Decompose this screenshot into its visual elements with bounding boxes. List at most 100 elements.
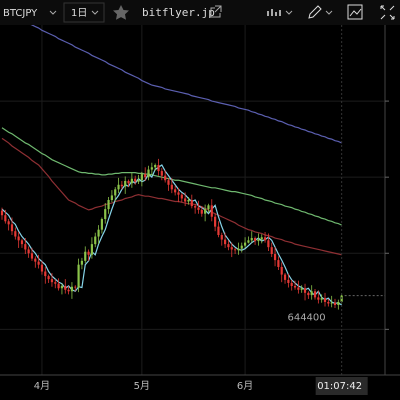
candle-body — [114, 189, 117, 196]
candle-body — [60, 285, 64, 289]
candle-body — [167, 180, 170, 185]
candle-body — [187, 200, 190, 202]
candle-body — [77, 264, 80, 288]
candle-body — [97, 229, 100, 237]
candle-body — [107, 200, 110, 210]
candle-body — [184, 198, 187, 202]
candle-body — [47, 276, 50, 280]
candle-body — [120, 184, 123, 187]
time-label: 01:07:42 — [317, 381, 362, 392]
interval[interactable]: 1日 — [71, 8, 87, 19]
symbol[interactable]: BTCJPY — [3, 8, 38, 19]
candle-body — [24, 244, 27, 250]
candle-body — [287, 279, 290, 283]
candle-body — [54, 282, 57, 284]
candle-body — [20, 240, 24, 245]
candle-body — [164, 175, 167, 181]
candle-body — [300, 288, 303, 290]
moving-average-line — [30, 25, 342, 144]
candle-body — [160, 171, 163, 176]
candle-body — [104, 209, 107, 220]
snapshot-icon-line — [349, 8, 362, 17]
candle-body — [190, 200, 193, 207]
candle-body — [224, 239, 227, 245]
candle-body — [227, 244, 230, 248]
popout-icon[interactable] — [210, 5, 222, 18]
candle-body — [40, 264, 44, 272]
candle-body — [64, 285, 67, 290]
candle-body — [277, 260, 280, 267]
source[interactable]: bitflyer.jp — [142, 6, 215, 19]
toolbar-bg — [0, 0, 400, 25]
plot-area — [0, 25, 343, 310]
candle-body — [337, 301, 340, 305]
candle-body — [80, 260, 84, 265]
candle-body — [90, 244, 94, 255]
candle-body — [67, 289, 70, 292]
candle-body — [220, 235, 223, 240]
grid — [0, 25, 385, 375]
candle-body — [317, 297, 320, 300]
candle-body — [253, 238, 257, 242]
candle-body — [333, 302, 337, 305]
candle-body — [157, 165, 160, 172]
candle-body — [280, 266, 283, 275]
candle-body — [293, 285, 297, 288]
candle-body — [200, 209, 203, 214]
candle-body — [283, 274, 287, 280]
moving-average-line — [1, 137, 342, 256]
candle-body — [17, 236, 20, 241]
candle-body — [94, 236, 97, 245]
candle-body — [10, 224, 14, 232]
candle-body — [87, 251, 90, 255]
candle-body — [310, 291, 313, 296]
candle-body — [257, 239, 260, 242]
candle-body — [144, 174, 147, 178]
indicator-icon[interactable] — [267, 9, 281, 16]
candle-body — [234, 249, 237, 251]
candle-body — [37, 261, 40, 265]
candle-body — [270, 247, 273, 255]
candle-body — [27, 249, 30, 254]
star-icon[interactable] — [113, 5, 129, 20]
last-price-label: 644400 — [287, 313, 325, 324]
candle-body — [267, 240, 270, 248]
dropdown-arrow — [49, 10, 57, 15]
candle-body — [4, 215, 7, 222]
snapshot-icon[interactable] — [347, 4, 363, 20]
draw-icon[interactable] — [308, 5, 322, 19]
candle-body — [210, 205, 213, 217]
candle-body — [180, 194, 183, 199]
candle-body — [263, 237, 267, 241]
candle-body — [230, 247, 233, 250]
candle-body — [70, 286, 74, 292]
candle-body — [197, 207, 200, 210]
candle-body — [14, 231, 17, 237]
dropdown-arrow — [91, 10, 99, 15]
candle-body — [130, 178, 133, 184]
candle-body — [50, 279, 54, 283]
candle-body — [240, 245, 243, 249]
fullscreen-icon[interactable] — [380, 5, 395, 20]
candle-body — [204, 209, 207, 214]
candle-body — [174, 189, 177, 193]
candle-body — [194, 206, 197, 208]
candle-body — [243, 242, 247, 246]
interval-box[interactable] — [63, 2, 105, 23]
candle-body — [170, 184, 173, 190]
dropdown-arrow — [325, 10, 333, 15]
candle-body — [124, 180, 127, 187]
candle-body — [100, 219, 103, 230]
candle-body — [137, 180, 140, 182]
candle-body — [330, 302, 333, 304]
x-tick-label: 5月 — [134, 380, 150, 392]
candle-body — [127, 180, 130, 184]
candle-body — [0, 210, 4, 216]
candle-body — [147, 169, 150, 178]
candle-body — [154, 165, 157, 168]
candle-body — [273, 254, 277, 261]
candle-body — [134, 178, 137, 182]
candle-body — [140, 174, 143, 181]
